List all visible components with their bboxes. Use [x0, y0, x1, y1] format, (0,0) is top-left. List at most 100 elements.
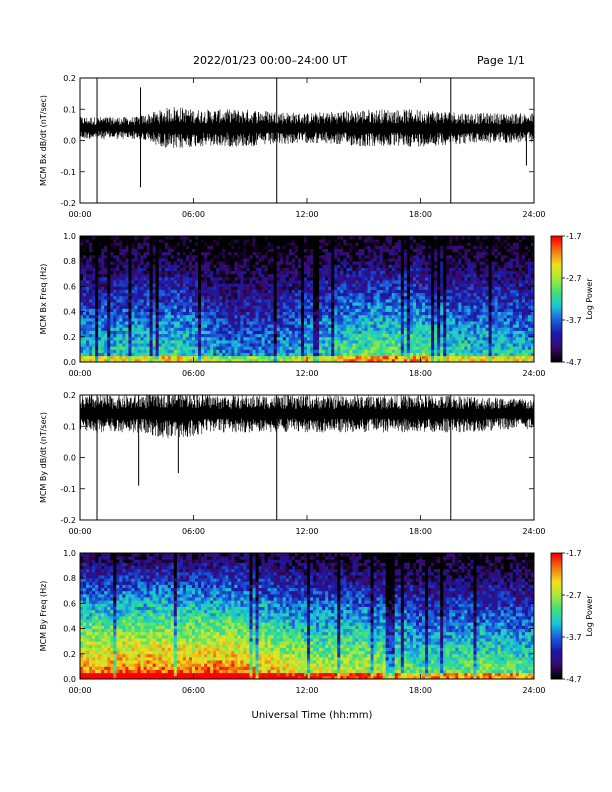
heatmap-cell: [86, 276, 90, 281]
heatmap-cell: [149, 270, 154, 275]
heatmap-cell: [397, 292, 402, 297]
heatmap-cell: [98, 264, 102, 268]
heatmap-cell: [155, 346, 160, 350]
heatmap-cell: [303, 308, 308, 312]
heatmap-cell: [98, 302, 102, 306]
heatmap-cell: [92, 333, 96, 338]
heatmap-cell: [446, 251, 450, 256]
heatmap-cell: [300, 264, 305, 268]
heatmap-cell: [291, 355, 296, 360]
heatmap-cell: [243, 251, 247, 256]
heatmap-cell: [282, 336, 287, 341]
heatmap-cell: [367, 242, 371, 246]
heatmap-cell: [367, 317, 371, 322]
heatmap-cell: [116, 302, 120, 306]
heatmap-cell: [113, 242, 117, 246]
heatmap-cell: [273, 261, 278, 265]
heatmap-cell: [116, 248, 120, 253]
heatmap-cell: [452, 261, 456, 265]
heatmap-cell: [273, 327, 278, 331]
heatmap-cell: [98, 308, 102, 312]
heatmap-cell: [449, 352, 453, 357]
heatmap-cell: [107, 349, 111, 353]
heatmap-cell: [303, 276, 308, 281]
heatmap-cell: [297, 251, 302, 256]
heatmap-cell: [343, 305, 347, 309]
heatmap-cell: [243, 242, 247, 246]
heatmap-cell: [243, 264, 247, 268]
heatmap-cell: [452, 289, 456, 294]
heatmap-cell: [83, 273, 87, 278]
heatmap-cell: [134, 343, 138, 347]
heatmap-cell: [307, 254, 311, 259]
heatmap-cell: [246, 239, 250, 243]
heatmap-cell: [167, 258, 172, 262]
heatmap-cell: [137, 314, 141, 319]
heatmap-cell: [140, 339, 144, 344]
heatmap-cell: [116, 276, 120, 281]
heatmap-cell: [367, 264, 371, 268]
heatmap-cell: [367, 273, 371, 278]
heatmap-cell: [391, 258, 396, 262]
heatmap-cell: [222, 302, 226, 306]
heatmap-cell: [406, 239, 411, 243]
heatmap-cell: [443, 242, 447, 246]
heatmap-cell: [131, 295, 135, 300]
heatmap-cell: [288, 245, 293, 249]
heatmap-cell: [418, 245, 423, 249]
heatmap-cell: [164, 283, 169, 287]
heatmap-cell: [207, 352, 211, 357]
heatmap-cell: [267, 289, 272, 294]
heatmap-cell: [222, 264, 226, 268]
heatmap-cell: [337, 302, 341, 306]
heatmap-cell: [237, 239, 241, 243]
heatmap-cell: [452, 352, 456, 357]
heatmap-cell: [83, 349, 87, 353]
heatmap-cell: [361, 254, 365, 259]
heatmap-cell: [252, 254, 256, 259]
heatmap-cell: [291, 267, 296, 272]
heatmap-cell: [352, 283, 356, 287]
heatmap-cell: [210, 283, 214, 287]
heatmap-cell: [303, 267, 308, 272]
heatmap-cell: [137, 242, 141, 246]
heatmap-cell: [273, 245, 278, 249]
heatmap-cell: [182, 314, 187, 319]
heatmap-cell: [443, 308, 447, 312]
heatmap-cell: [352, 273, 356, 278]
heatmap-cell: [446, 267, 450, 272]
heatmap-cell: [364, 258, 368, 262]
heatmap-cell: [434, 330, 438, 335]
heatmap-cell: [340, 308, 344, 312]
heatmap-cell: [276, 273, 281, 278]
heatmap-cell: [176, 299, 181, 303]
heatmap-cell: [80, 317, 84, 322]
heatmap-cell: [355, 302, 359, 306]
heatmap-cell: [325, 280, 329, 284]
heatmap-cell: [303, 251, 308, 256]
heatmap-cell: [258, 302, 262, 306]
heatmap-cell: [122, 245, 126, 249]
heatmap-cell: [391, 270, 396, 275]
heatmap-cell: [437, 305, 441, 309]
heatmap-cell: [161, 292, 166, 297]
heatmap-cell: [343, 283, 347, 287]
heatmap-cell: [415, 324, 420, 328]
heatmap-cell: [258, 273, 262, 278]
heatmap-cell: [291, 280, 296, 284]
heatmap-cell: [92, 276, 96, 281]
heatmap-cell: [370, 343, 374, 347]
heatmap-cell: [313, 327, 317, 331]
heatmap-cell: [116, 236, 120, 240]
heatmap-cell: [225, 239, 229, 243]
heatmap-cell: [319, 286, 323, 290]
heatmap-cell: [409, 248, 414, 253]
heatmap-cell: [101, 254, 105, 259]
heatmap-cell: [255, 236, 259, 240]
heatmap-cell: [409, 355, 414, 360]
heatmap-cell: [225, 333, 229, 338]
heatmap-cell: [310, 336, 314, 341]
heatmap-cell: [207, 299, 211, 303]
heatmap-cell: [240, 261, 244, 265]
heatmap-cell: [403, 242, 408, 246]
